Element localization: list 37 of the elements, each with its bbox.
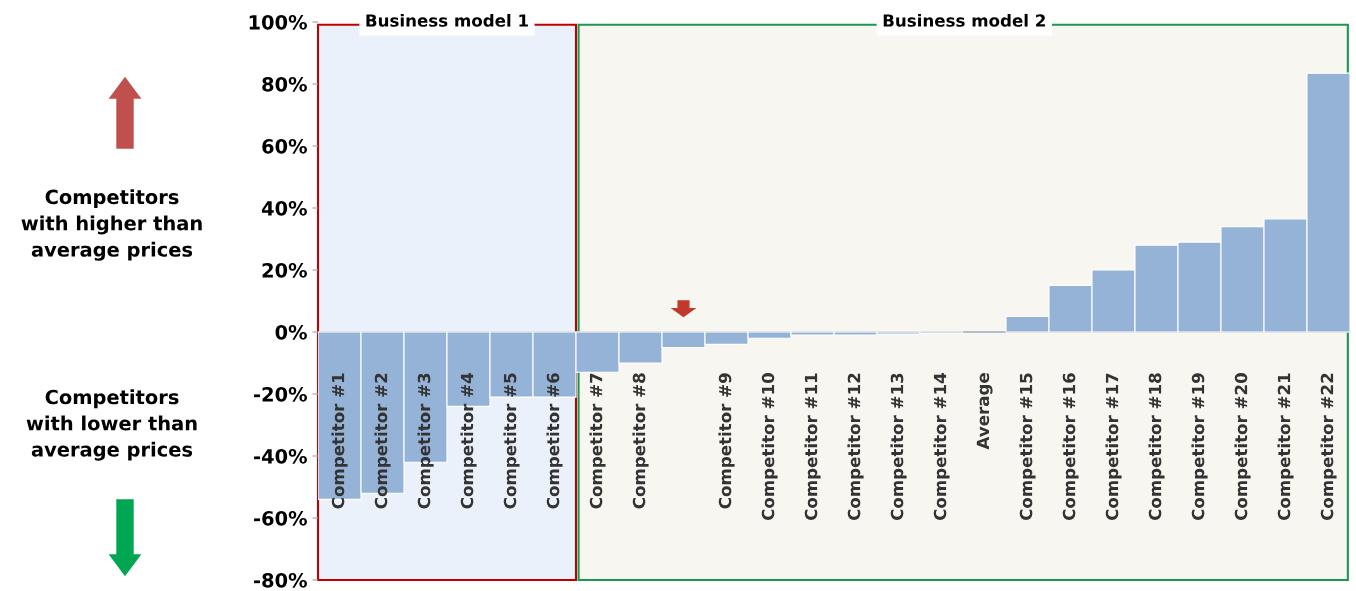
x-tick-label: Competitor #17 bbox=[1105, 373, 1122, 521]
x-tick-label: Competitor #15 bbox=[1019, 373, 1036, 521]
y-tick-label: -60% bbox=[254, 510, 307, 526]
x-tick-label: Average bbox=[976, 373, 993, 450]
x-tick-label: Competitor #19 bbox=[1191, 373, 1208, 521]
x-tick-label: Competitor #11 bbox=[804, 373, 821, 521]
x-tick-label: Competitor #22 bbox=[1320, 373, 1337, 521]
y-tick-label: 40% bbox=[261, 200, 307, 216]
y-tick-label: -80% bbox=[254, 572, 307, 588]
x-tick-label: Competitor #4 bbox=[460, 373, 477, 509]
band-label: Business model 1 bbox=[366, 13, 528, 27]
y-tick-label: -40% bbox=[254, 448, 307, 464]
x-tick-label: Competitor #2 bbox=[374, 373, 391, 509]
x-tick-label: Competitor #13 bbox=[890, 373, 907, 521]
x-tick-label: Competitor #20 bbox=[1234, 373, 1251, 521]
x-tick-label: Competitor #21 bbox=[1277, 373, 1294, 521]
x-tick-label: Competitor #3 bbox=[417, 373, 434, 509]
x-tick-label: Competitor #9 bbox=[718, 373, 735, 509]
text: Competitors with lower than average prices bbox=[26, 389, 197, 461]
band-label: Business model 2 bbox=[883, 13, 1045, 27]
x-tick-label: Competitor #18 bbox=[1148, 373, 1165, 521]
y-tick-label: 80% bbox=[262, 76, 307, 92]
x-tick-label: Competitor #1 bbox=[331, 373, 348, 509]
y-tick-label: 100% bbox=[249, 14, 307, 30]
x-tick-label: Competitor #14 bbox=[933, 373, 950, 521]
x-tick-label: Competitor #8 bbox=[632, 373, 649, 509]
x-tick-label: Competitor #12 bbox=[847, 373, 864, 521]
x-tick-label: Competitor #5 bbox=[503, 373, 520, 509]
y-tick-label: 20% bbox=[262, 262, 307, 278]
x-tick-label: Competitor #6 bbox=[546, 373, 563, 509]
x-tick-label: Competitor #10 bbox=[761, 373, 778, 521]
y-tick-label: -20% bbox=[254, 386, 307, 402]
y-tick-label: 0% bbox=[275, 324, 307, 340]
text: Competitors with higher than average prices bbox=[21, 189, 202, 261]
x-tick-label: Competitor #7 bbox=[589, 373, 606, 509]
y-tick-label: 60% bbox=[262, 138, 307, 154]
x-tick-label: Competitor #16 bbox=[1062, 373, 1079, 521]
